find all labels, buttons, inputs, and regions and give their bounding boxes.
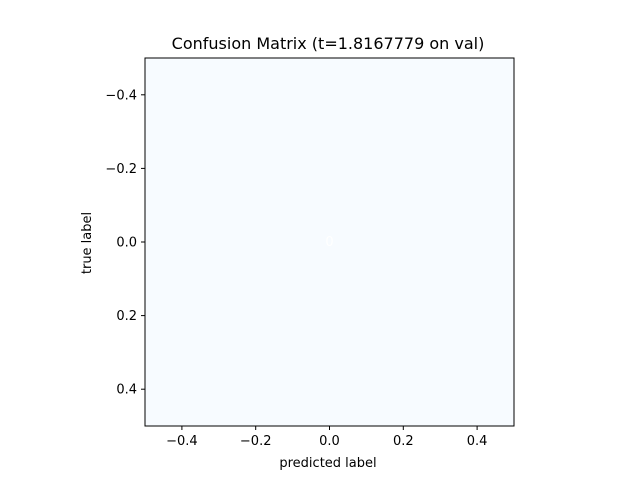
x-tick-label: 0.0 xyxy=(319,434,340,449)
chart-title: Confusion Matrix (t=1.8167779 on val) xyxy=(172,34,485,53)
heatmap-cells xyxy=(145,58,514,426)
y-axis-ticks: −0.4 −0.2 0.0 0.2 0.4 xyxy=(105,88,145,398)
y-tick-label: 0.4 xyxy=(116,383,137,398)
y-tick-label: 0.2 xyxy=(116,309,137,324)
x-axis-ticks: −0.4 −0.2 0.0 0.2 0.4 xyxy=(166,426,487,449)
y-tick-label: −0.2 xyxy=(105,162,137,177)
x-axis-label: predicted label xyxy=(279,456,376,471)
x-tick-label: −0.4 xyxy=(166,434,198,449)
plot-area: 0 xyxy=(144,57,515,427)
heatmap-cell-labels: 0 xyxy=(325,235,333,250)
y-tick-label: 0.0 xyxy=(116,236,137,251)
x-tick-label: 0.4 xyxy=(467,434,488,449)
y-tick-label: −0.4 xyxy=(105,88,137,103)
heatmap-cell-label: 0 xyxy=(325,235,333,250)
y-axis-label: true label xyxy=(80,212,95,274)
x-tick-label: −0.2 xyxy=(240,434,272,449)
x-tick-label: 0.2 xyxy=(393,434,414,449)
heatmap-cell xyxy=(145,58,514,426)
